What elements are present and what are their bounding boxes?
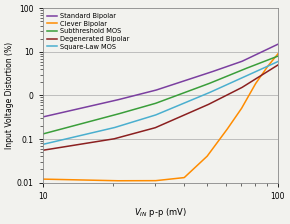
- Legend: Standard Bipolar, Clever Bipolar, Subthreshold MOS, Degenerated Bipolar, Square-: Standard Bipolar, Clever Bipolar, Subthr…: [46, 12, 130, 51]
- Y-axis label: Input Voltage Distortion (%): Input Voltage Distortion (%): [5, 42, 14, 149]
- X-axis label: $V_{IN}$ p-p (mV): $V_{IN}$ p-p (mV): [134, 206, 186, 219]
